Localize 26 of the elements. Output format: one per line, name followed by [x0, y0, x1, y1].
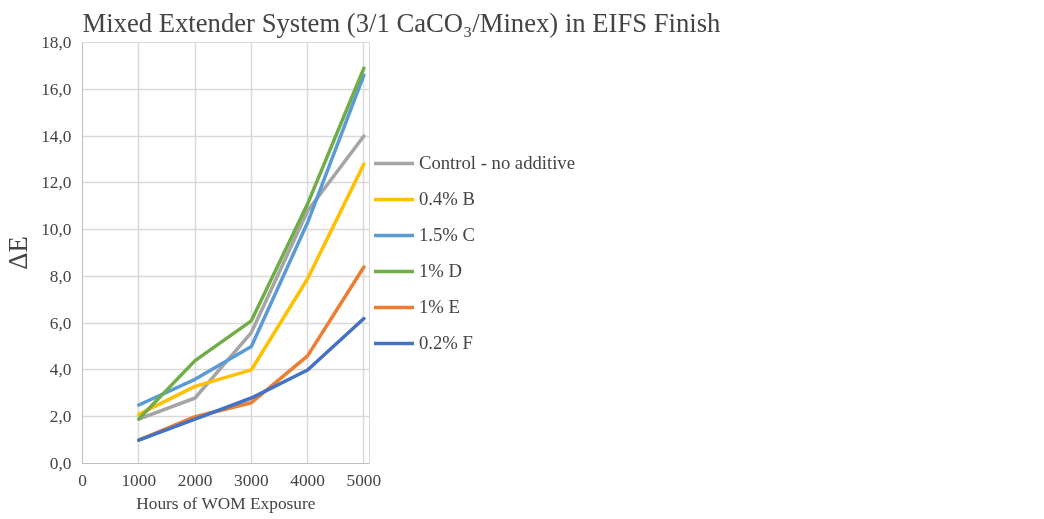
legend-label: 1% D: [419, 259, 463, 282]
y-tick-label: 12,0: [41, 173, 72, 193]
y-axis-title: ΔE: [3, 236, 34, 270]
y-tick-label: 0,0: [49, 454, 72, 473]
x-tick-label: 2000: [177, 470, 213, 490]
x-tick-label: 5000: [346, 470, 382, 490]
legend-label: 0.4% B: [419, 187, 475, 210]
y-tick-label: 14,0: [41, 126, 72, 146]
x-tick-label: 4000: [290, 470, 325, 490]
y-tick-label: 8,0: [49, 266, 72, 286]
x-tick-label: 1000: [121, 470, 157, 490]
chart-title: Mixed Extender System (3/1 CaCO₃/Minex) in EIFS Finish: [82, 7, 721, 38]
y-tick-label: 6,0: [49, 313, 72, 333]
line-series: [137, 316, 366, 442]
y-tick-label: 4,0: [49, 360, 72, 380]
legend-label: Control - no additive: [419, 151, 575, 174]
x-tick-label: 0: [78, 470, 87, 490]
y-tick-label: 2,0: [49, 407, 72, 427]
y-tick-label: 10,0: [41, 220, 72, 240]
y-tick-label: 18,0: [41, 33, 72, 52]
legend-label: 0.2% F: [419, 331, 473, 354]
y-tick-label: 16,0: [41, 79, 72, 99]
x-axis-title: Hours of WOM Exposure: [136, 493, 316, 513]
x-tick-label: 3000: [234, 470, 269, 490]
legend-label: 1.5% C: [419, 223, 475, 246]
legend-label: 1% E: [419, 295, 460, 318]
